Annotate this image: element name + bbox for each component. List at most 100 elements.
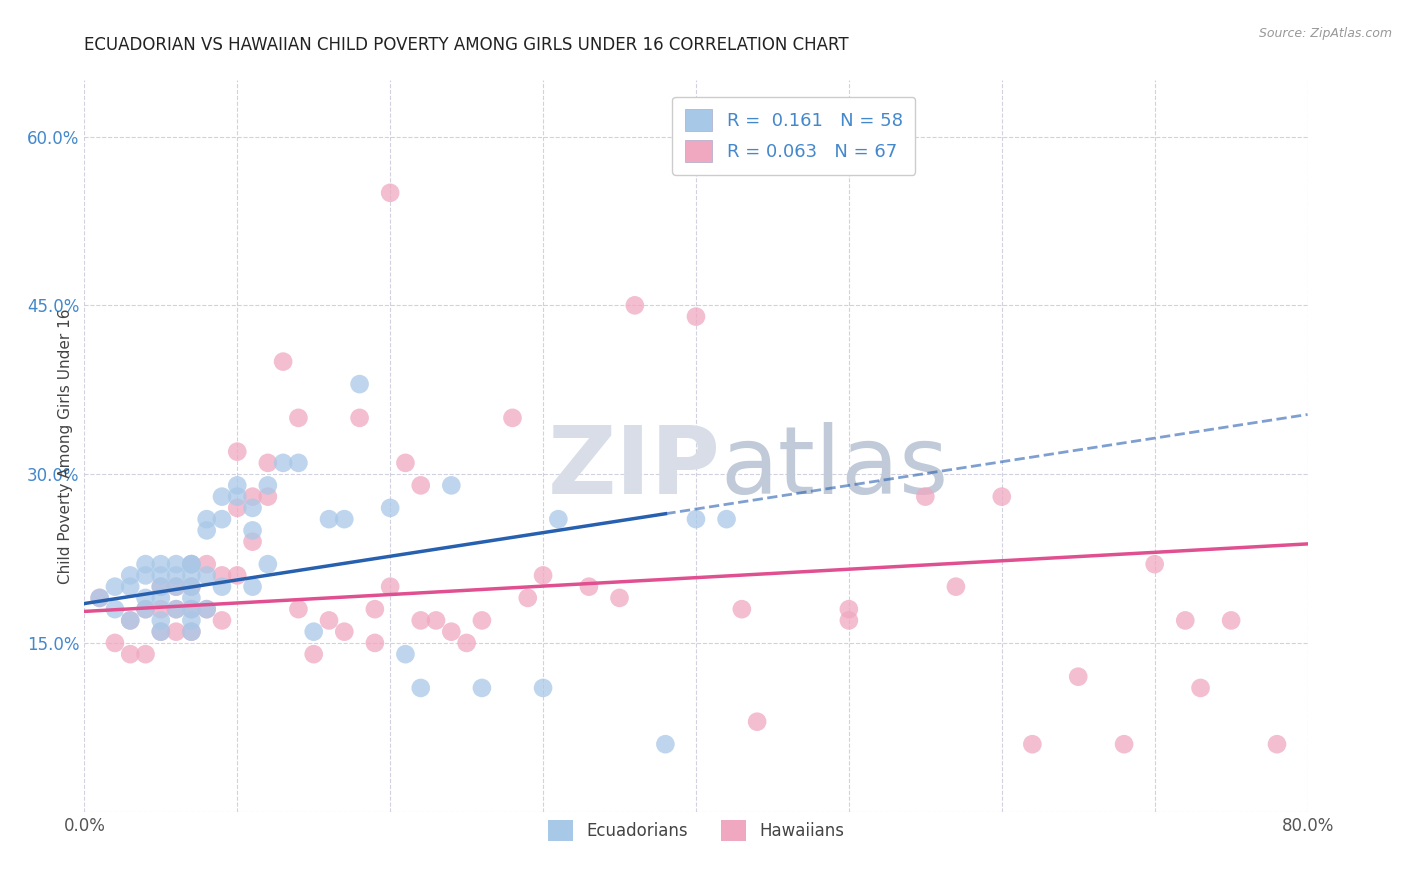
Point — [380, 500, 402, 515]
Point — [180, 557, 202, 571]
Point — [226, 478, 249, 492]
Point — [471, 681, 494, 695]
Point — [226, 490, 249, 504]
Point — [226, 568, 249, 582]
Point — [287, 410, 309, 425]
Point — [516, 591, 538, 605]
Point — [242, 524, 264, 538]
Point — [1265, 737, 1288, 751]
Point — [104, 636, 127, 650]
Point — [838, 614, 860, 628]
Point — [731, 602, 754, 616]
Point — [135, 568, 157, 582]
Point — [257, 557, 280, 571]
Point — [287, 602, 309, 616]
Point — [991, 490, 1014, 504]
Point — [165, 580, 187, 594]
Point — [226, 500, 249, 515]
Point — [471, 614, 494, 628]
Point — [380, 186, 402, 200]
Point — [195, 524, 218, 538]
Point — [135, 602, 157, 616]
Point — [165, 624, 187, 639]
Point — [226, 444, 249, 458]
Point — [1067, 670, 1090, 684]
Point — [211, 568, 233, 582]
Point — [440, 624, 463, 639]
Point — [149, 580, 172, 594]
Point — [149, 580, 172, 594]
Point — [394, 456, 416, 470]
Point — [165, 568, 187, 582]
Point — [180, 568, 202, 582]
Y-axis label: Child Poverty Among Girls Under 16: Child Poverty Among Girls Under 16 — [58, 309, 73, 583]
Point — [211, 512, 233, 526]
Point — [1220, 614, 1243, 628]
Point — [440, 478, 463, 492]
Text: Source: ZipAtlas.com: Source: ZipAtlas.com — [1258, 27, 1392, 40]
Point — [302, 647, 325, 661]
Point — [180, 580, 202, 594]
Point — [104, 602, 127, 616]
Point — [456, 636, 478, 650]
Point — [242, 500, 264, 515]
Text: atlas: atlas — [720, 422, 949, 514]
Point — [120, 568, 142, 582]
Point — [685, 512, 707, 526]
Point — [945, 580, 967, 594]
Point — [271, 354, 294, 368]
Point — [242, 580, 264, 594]
Text: ECUADORIAN VS HAWAIIAN CHILD POVERTY AMONG GIRLS UNDER 16 CORRELATION CHART: ECUADORIAN VS HAWAIIAN CHILD POVERTY AMO… — [84, 36, 849, 54]
Point — [257, 490, 280, 504]
Point — [1114, 737, 1136, 751]
Point — [1021, 737, 1043, 751]
Point — [380, 580, 402, 594]
Point — [120, 614, 142, 628]
Point — [149, 557, 172, 571]
Point — [135, 591, 157, 605]
Point — [838, 602, 860, 616]
Point — [149, 591, 172, 605]
Point — [180, 614, 202, 628]
Point — [180, 602, 202, 616]
Point — [624, 298, 647, 312]
Point — [349, 410, 371, 425]
Point — [165, 580, 187, 594]
Point — [242, 490, 264, 504]
Point — [180, 580, 202, 594]
Point — [349, 377, 371, 392]
Point — [120, 580, 142, 594]
Point — [716, 512, 738, 526]
Point — [257, 478, 280, 492]
Point — [135, 647, 157, 661]
Point — [165, 557, 187, 571]
Point — [425, 614, 447, 628]
Point — [195, 557, 218, 571]
Point — [120, 614, 142, 628]
Point — [502, 410, 524, 425]
Point — [333, 624, 356, 639]
Point — [180, 591, 202, 605]
Point — [1143, 557, 1166, 571]
Point — [333, 512, 356, 526]
Point — [149, 624, 172, 639]
Point — [547, 512, 569, 526]
Point — [318, 614, 340, 628]
Point — [914, 490, 936, 504]
Point — [685, 310, 707, 324]
Legend: Ecuadorians, Hawaiians: Ecuadorians, Hawaiians — [541, 814, 851, 847]
Point — [364, 636, 387, 650]
Point — [180, 624, 202, 639]
Point — [149, 614, 172, 628]
Point — [318, 512, 340, 526]
Point — [104, 580, 127, 594]
Point — [195, 602, 218, 616]
Point — [242, 534, 264, 549]
Point — [364, 602, 387, 616]
Point — [195, 568, 218, 582]
Point — [135, 557, 157, 571]
Text: ZIP: ZIP — [547, 422, 720, 514]
Point — [409, 614, 432, 628]
Point — [165, 602, 187, 616]
Point — [287, 456, 309, 470]
